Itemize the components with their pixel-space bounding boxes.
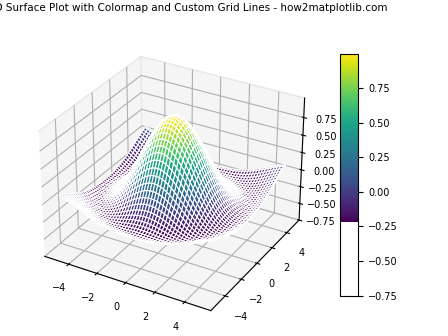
Text: 3D Surface Plot with Colormap and Custom Grid Lines - how2matplotlib.com: 3D Surface Plot with Colormap and Custom…	[0, 3, 388, 13]
